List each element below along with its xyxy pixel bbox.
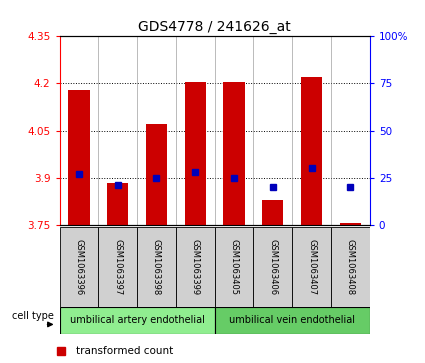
Bar: [60, 307, 215, 334]
Text: GSM1063398: GSM1063398: [152, 239, 161, 295]
Text: GSM1063407: GSM1063407: [307, 239, 316, 295]
Bar: [340, 224, 361, 225]
Bar: [224, 82, 245, 225]
Text: GSM1063406: GSM1063406: [268, 239, 277, 295]
Bar: [331, 227, 370, 307]
Text: GSM1063408: GSM1063408: [346, 239, 355, 295]
Bar: [60, 227, 98, 307]
Text: transformed count: transformed count: [76, 346, 174, 356]
Text: GSM1063396: GSM1063396: [74, 239, 83, 295]
Bar: [68, 90, 90, 225]
Text: GSM1063405: GSM1063405: [230, 239, 238, 295]
Text: GSM1063399: GSM1063399: [191, 239, 200, 295]
Bar: [292, 227, 331, 307]
Text: umbilical artery endothelial: umbilical artery endothelial: [70, 315, 204, 325]
Bar: [184, 82, 206, 225]
Bar: [215, 227, 253, 307]
Bar: [107, 183, 128, 225]
Text: umbilical vein endothelial: umbilical vein endothelial: [229, 315, 355, 325]
Bar: [98, 227, 137, 307]
Bar: [146, 125, 167, 225]
Bar: [253, 227, 292, 307]
Bar: [301, 77, 322, 225]
Bar: [176, 227, 215, 307]
Title: GDS4778 / 241626_at: GDS4778 / 241626_at: [138, 20, 291, 34]
Bar: [137, 227, 176, 307]
Text: GSM1063397: GSM1063397: [113, 239, 122, 295]
Text: cell type: cell type: [12, 311, 54, 321]
Bar: [215, 307, 370, 334]
Bar: [262, 200, 283, 225]
